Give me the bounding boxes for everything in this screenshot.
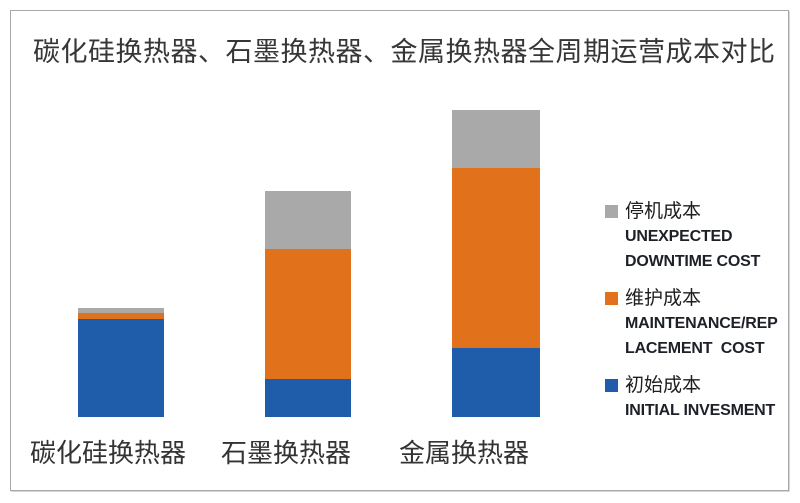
chart-title: 碳化硅换热器、石墨换热器、金属换热器全周期运营成本对比 <box>33 37 776 67</box>
bar-segment-downtime <box>452 110 540 168</box>
legend-swatch-downtime <box>605 205 618 218</box>
legend-label-en: INITIAL INVESMENT <box>625 402 776 419</box>
legend-text-initial: 初始成本 INITIAL INVESMENT <box>625 374 775 423</box>
bar-segment-initial <box>452 348 540 417</box>
legend: 停机成本 UNEXPECTED DOWNTIME COST 维护成本 MAINTENAN… <box>605 200 778 423</box>
stacked-bar-1 <box>78 308 164 417</box>
bar-segment-initial <box>78 319 164 417</box>
bar-segment-maintenance <box>452 168 540 348</box>
legend-label-en: MAINTENANCE/REP <box>625 315 778 332</box>
bar-segment-downtime <box>265 191 351 249</box>
legend-label-zh: 停机成本 <box>625 201 702 222</box>
legend-item-initial: 初始成本 INITIAL INVESMENT <box>605 374 778 423</box>
legend-label-zh: 维护成本 <box>625 288 702 309</box>
legend-item-maintenance: 维护成本 MAINTENANCE/REP LACEMENT COST <box>605 287 778 361</box>
x-axis-label-2: 石墨换热器 <box>220 438 352 468</box>
bar-segment-maintenance <box>265 249 351 379</box>
legend-swatch-initial <box>605 379 618 392</box>
legend-label-en: DOWNTIME COST <box>625 253 761 270</box>
stacked-bar-2 <box>265 191 351 417</box>
legend-label-zh: 初始成本 <box>625 375 702 396</box>
legend-text-downtime: 停机成本 UNEXPECTED DOWNTIME COST <box>625 200 760 274</box>
legend-label-en: LACEMENT COST <box>625 340 765 357</box>
bar-segment-initial <box>265 379 351 417</box>
bar-segment-downtime <box>78 308 164 313</box>
x-axis-label-1: 碳化硅换热器 <box>29 438 187 468</box>
legend-item-downtime: 停机成本 UNEXPECTED DOWNTIME COST <box>605 200 778 274</box>
bar-segment-maintenance <box>78 313 164 319</box>
x-axis-label-3: 金属换热器 <box>398 438 530 468</box>
legend-swatch-maintenance <box>605 292 618 305</box>
legend-text-maintenance: 维护成本 MAINTENANCE/REP LACEMENT COST <box>625 287 778 361</box>
legend-label-en: UNEXPECTED <box>625 228 733 245</box>
stacked-bar-3 <box>452 110 540 417</box>
